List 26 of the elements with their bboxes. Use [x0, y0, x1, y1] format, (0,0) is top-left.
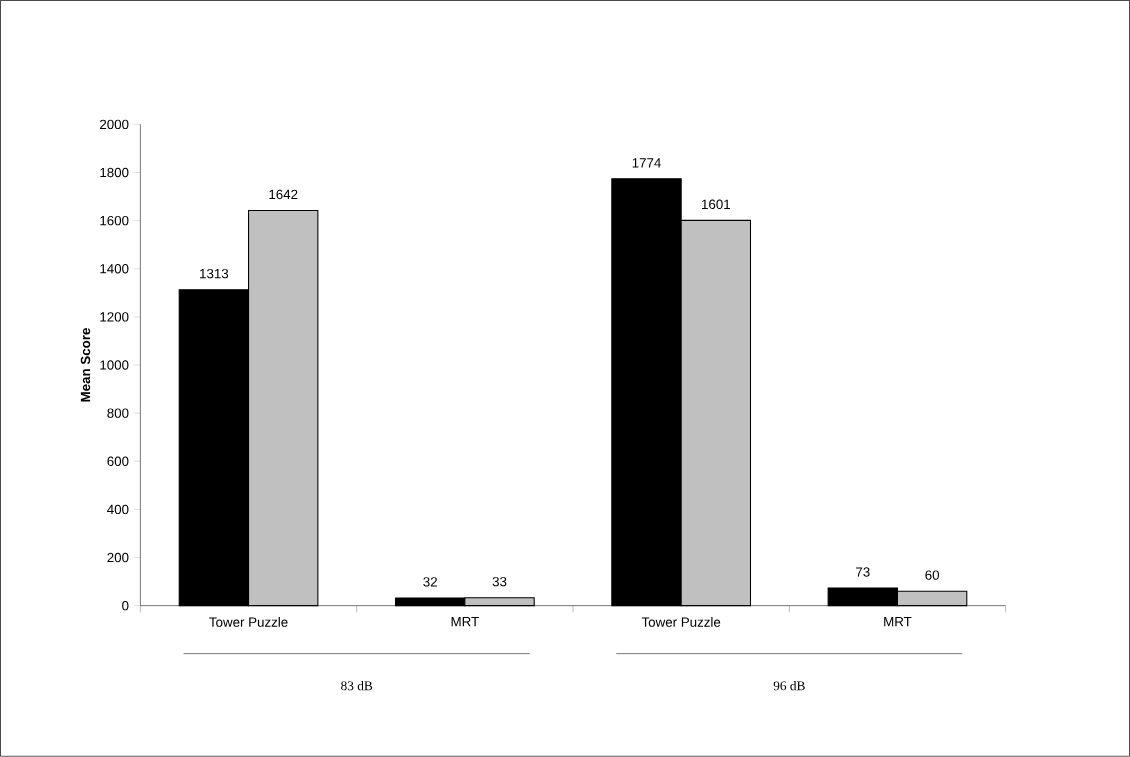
- text: 83 dB: [341, 681, 373, 691]
- x-tick-label: MRT: [451, 617, 479, 627]
- x-tick-label: MRT: [884, 617, 912, 627]
- y-tick-label: 1000: [100, 360, 129, 370]
- data-label: 1642: [269, 189, 298, 200]
- data-label: 1601: [702, 199, 731, 210]
- data-label: 1313: [200, 269, 229, 279]
- data-label: 60: [925, 570, 940, 580]
- text: 96 dB: [773, 681, 805, 691]
- y-tick-label: 1400: [100, 264, 129, 274]
- y-tick-label: 400: [107, 504, 129, 515]
- x-tick-label: Tower Puzzle: [209, 617, 288, 627]
- data-label: 1774: [632, 158, 661, 168]
- y-tick-label: 200: [107, 552, 129, 563]
- y-tick-label: 800: [107, 408, 129, 418]
- x-tick-label: Tower Puzzle: [641, 617, 721, 627]
- y-tick-label: 1800: [100, 167, 129, 178]
- y-tick-label: 1200: [100, 312, 129, 322]
- data-label: 32: [423, 577, 437, 587]
- data-label: 33: [492, 577, 507, 587]
- data-label: 73: [856, 567, 870, 577]
- y-tick-label: 600: [107, 456, 129, 467]
- y-axis-title: Mean Score: [80, 328, 91, 402]
- y-tick-label: 2000: [100, 119, 129, 130]
- y-tick-label: 0: [122, 601, 129, 611]
- y-tick-label: 1600: [100, 216, 129, 226]
